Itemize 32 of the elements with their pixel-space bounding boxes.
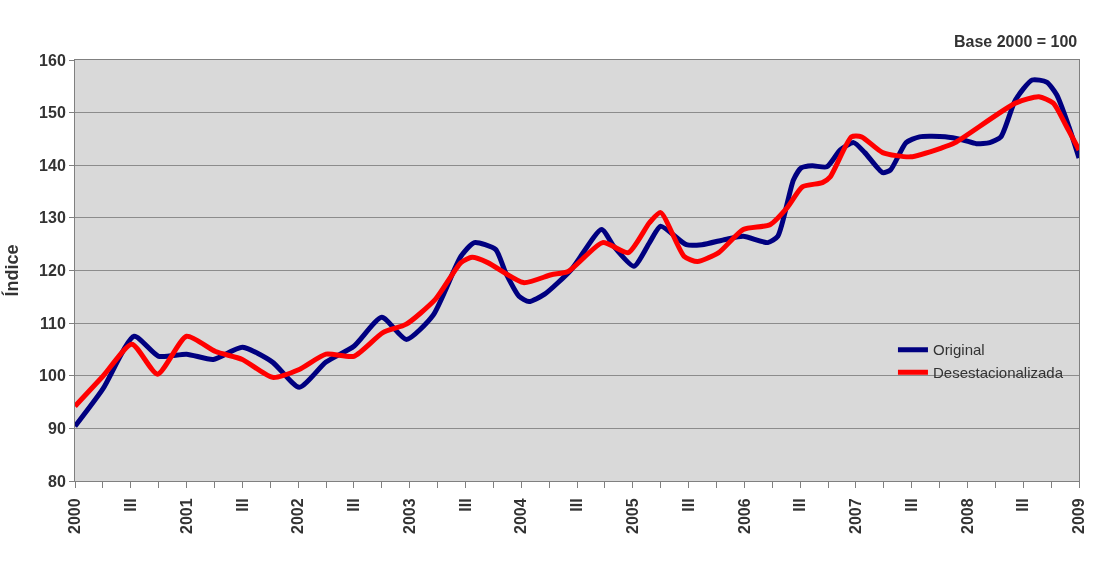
y-tick-label: 130: [39, 209, 66, 227]
x-tick-label: III: [1014, 498, 1032, 512]
x-tick-label: III: [233, 498, 251, 512]
y-tick-label: 110: [39, 314, 66, 332]
y-tick-label: 140: [39, 156, 66, 174]
x-tick-label: III: [679, 498, 697, 512]
legend-label: Desestacionalizada: [932, 363, 1064, 381]
x-tick-label: 2002: [289, 498, 307, 534]
y-tick-label: 160: [39, 51, 66, 69]
x-tick-label: III: [902, 498, 920, 512]
y-tick-label: 120: [39, 262, 66, 280]
x-tick-label: 2009: [1070, 498, 1088, 534]
y-tick-label: 80: [48, 472, 66, 490]
x-tick-label: III: [568, 498, 586, 512]
x-tick-label: 2004: [512, 498, 530, 534]
x-tick-label: 2006: [735, 498, 753, 534]
x-tick-label: III: [791, 498, 809, 512]
text: Base 2000 = 100: [954, 33, 1078, 50]
x-tick-label: III: [345, 498, 363, 512]
y-tick-label: 90: [48, 419, 66, 437]
y-tick-label: 100: [39, 367, 66, 385]
x-tick-label: III: [456, 498, 474, 512]
y-axis-title: Índice: [1, 244, 23, 297]
x-tick-label: III: [121, 498, 139, 512]
y-tick-label: 150: [39, 104, 66, 122]
x-tick-label: 2007: [847, 498, 865, 534]
x-tick-label: 2000: [66, 498, 84, 534]
x-tick-label: 2005: [623, 498, 641, 534]
x-tick-label: 2003: [400, 498, 418, 534]
x-tick-label: 2008: [958, 498, 976, 534]
legend-label: Original: [932, 341, 985, 359]
x-tick-label: 2001: [177, 498, 195, 534]
